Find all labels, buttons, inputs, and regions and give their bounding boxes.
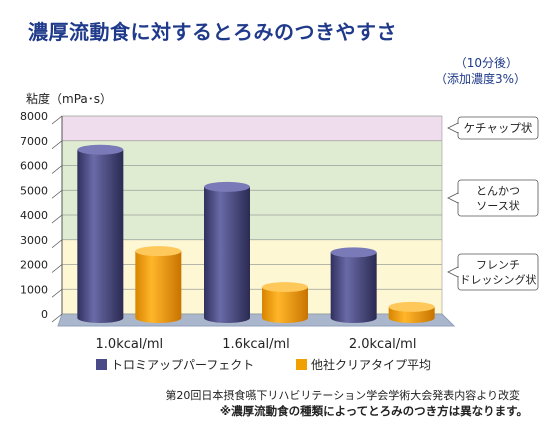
y-tick-mark — [51, 214, 63, 224]
x-tick-label-1: 1.0kcal/ml — [96, 337, 164, 352]
disclaimer-note: ※濃厚流動食の種類によってとろみのつき方は異なります。 — [219, 404, 528, 418]
chart-title: 濃厚流動食に対するとろみのつきやすさ — [28, 20, 397, 44]
y-tick-mark — [51, 165, 63, 174]
bar-2-2 — [262, 287, 308, 323]
y-tick-label: 0 — [41, 308, 48, 321]
condition-time: （10分後） — [454, 56, 518, 70]
legend-label-series-1: トロミアップパーフェクト — [111, 358, 255, 372]
x-tick-label-2: 1.6kcal/ml — [222, 337, 290, 352]
band-1 — [62, 116, 442, 141]
y-tick-label: 2000 — [20, 259, 48, 272]
band-label-text-3: フレンチ — [476, 259, 520, 272]
band-label-pointer-3 — [447, 266, 459, 278]
bar-top-2-2 — [262, 282, 308, 293]
y-tick-mark — [51, 288, 63, 298]
bar-1-3 — [330, 252, 377, 324]
y-tick-label: 6000 — [20, 160, 48, 173]
band-3 — [62, 239, 442, 314]
x-tick-label-3: 2.0kcal/ml — [349, 337, 417, 352]
legend-swatch-series-1 — [96, 359, 107, 370]
bar-1-2 — [204, 186, 250, 323]
bar-top-1-2 — [204, 181, 250, 192]
band-label-text-2: ソース状 — [476, 199, 519, 213]
legend-label-series-2: 他社クリアタイプ平均 — [311, 358, 432, 372]
band-label-pointer-1 — [447, 122, 459, 134]
bar-1-1 — [77, 149, 124, 324]
bar-top-2-1 — [135, 246, 182, 257]
y-tick-label: 1000 — [20, 283, 48, 296]
bar-2-1 — [135, 251, 182, 324]
y-tick-label: 4000 — [20, 209, 48, 222]
legend-item-series-2: 他社クリアタイプ平均 — [296, 356, 431, 373]
y-tick-label: 8000 — [20, 110, 48, 123]
bar-top-1-3 — [330, 247, 377, 258]
band-label-text-2: とんかつ — [476, 185, 520, 198]
source-note: 第20回日本摂食嚥下リハビリテーション学会学術大会発表内容より改変 — [165, 389, 520, 402]
y-tick-mark — [51, 313, 63, 323]
legend-swatch-series-2 — [296, 359, 307, 370]
bar-top-1-1 — [77, 144, 124, 155]
y-axis-label: 粘度（mPa･s） — [26, 92, 112, 106]
legend-item-series-1: トロミアップパーフェクト — [96, 356, 254, 373]
band-label-pointer-2 — [447, 192, 459, 204]
y-tick-label: 7000 — [20, 135, 48, 148]
y-tick-mark — [51, 264, 63, 273]
y-tick-label: 3000 — [20, 234, 48, 247]
band-label-text-3: ドレッシング状 — [460, 273, 537, 287]
y-tick-label: 5000 — [20, 184, 48, 197]
y-tick-mark — [51, 239, 63, 249]
y-tick-mark — [51, 115, 63, 125]
bar-top-2-3 — [388, 301, 435, 312]
condition-concentration: （添加濃度3%） — [434, 72, 526, 86]
band-label-text-1: ケチャップ状 — [464, 121, 533, 135]
y-tick-mark — [51, 189, 63, 199]
y-tick-mark — [51, 140, 63, 150]
